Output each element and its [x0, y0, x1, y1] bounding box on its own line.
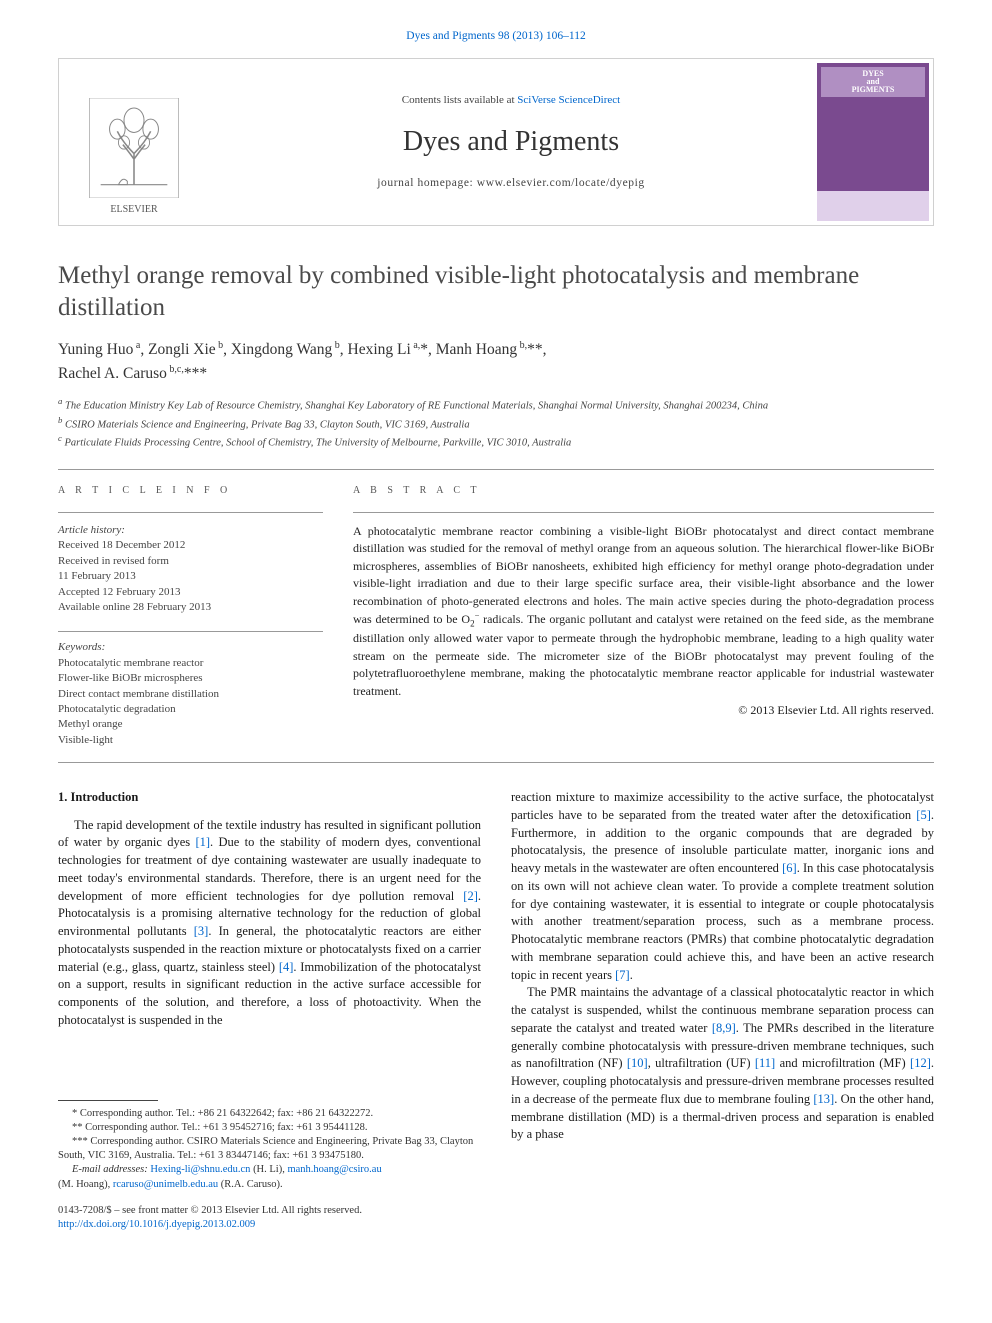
- journal-homepage-link[interactable]: www.elsevier.com/locate/dyepig: [477, 177, 645, 189]
- affiliation-c: c Particulate Fluids Processing Centre, …: [58, 432, 934, 451]
- cover-title: DYESandPIGMENTS: [821, 67, 925, 97]
- history-revised: Received in revised form: [58, 554, 323, 569]
- ref-link[interactable]: [12]: [910, 1056, 931, 1070]
- ref-link[interactable]: [13]: [813, 1092, 834, 1106]
- affiliation-a: a The Education Ministry Key Lab of Reso…: [58, 395, 934, 414]
- homepage-prefix: journal homepage:: [377, 177, 477, 189]
- author: Manh Hoang: [436, 341, 517, 358]
- history-label: Article history:: [58, 523, 323, 538]
- copyright-block: 0143-7208/$ – see front matter © 2013 El…: [58, 1204, 481, 1232]
- abstract-block: A B S T R A C T A photocatalytic membran…: [353, 484, 934, 748]
- journal-homepage: journal homepage: www.elsevier.com/locat…: [377, 175, 645, 191]
- article-info-heading: A R T I C L E I N F O: [58, 484, 323, 498]
- elsevier-tree-icon: [89, 98, 179, 198]
- ref-link[interactable]: [1]: [195, 835, 210, 849]
- keyword: Methyl orange: [58, 717, 323, 732]
- ref-link[interactable]: [7]: [615, 968, 630, 982]
- affiliation-b: b CSIRO Materials Science and Engineerin…: [58, 414, 934, 433]
- ref-link[interactable]: [5]: [916, 808, 931, 822]
- corresp-footnote-3: *** Corresponding author. CSIRO Material…: [58, 1135, 481, 1163]
- author: Yuning Huo: [58, 341, 133, 358]
- author: Zongli Xie: [148, 341, 216, 358]
- affil-mark: b,: [517, 340, 527, 351]
- journal-header-banner: ELSEVIER Contents lists available at Sci…: [58, 58, 934, 226]
- banner-center: Contents lists available at SciVerse Sci…: [209, 59, 813, 225]
- journal-citation[interactable]: Dyes and Pigments 98 (2013) 106–112: [406, 30, 585, 42]
- divider: [58, 631, 323, 632]
- keyword: Direct contact membrane distillation: [58, 687, 323, 702]
- ref-link[interactable]: [8,9]: [712, 1021, 736, 1035]
- keyword: Visible-light: [58, 733, 323, 748]
- issn-copyright: 0143-7208/$ – see front matter © 2013 El…: [58, 1204, 481, 1218]
- ref-link[interactable]: [4]: [279, 960, 294, 974]
- author: Hexing Li: [348, 341, 411, 358]
- affiliations: a The Education Ministry Key Lab of Reso…: [58, 395, 934, 451]
- intro-paragraph-2b: The PMR maintains the advantage of a cla…: [511, 984, 934, 1144]
- affil-mark: b,c,: [167, 364, 184, 375]
- affil-mark: b: [332, 340, 340, 351]
- article-info-block: A R T I C L E I N F O Article history: R…: [58, 484, 323, 748]
- ref-link[interactable]: [11]: [755, 1056, 775, 1070]
- divider: [58, 762, 934, 763]
- ref-link[interactable]: [6]: [782, 861, 797, 875]
- sciencedirect-link[interactable]: SciVerse ScienceDirect: [517, 94, 620, 106]
- intro-paragraph-1: The rapid development of the textile ind…: [58, 817, 481, 1030]
- journal-cover-thumbnail: DYESandPIGMENTS: [813, 59, 933, 225]
- footnotes-block: * Corresponding author. Tel.: +86 21 643…: [58, 1092, 481, 1232]
- contents-line: Contents lists available at SciVerse Sci…: [402, 93, 620, 108]
- keyword: Flower-like BiOBr microspheres: [58, 671, 323, 686]
- emails-label: E-mail addresses:: [72, 1164, 148, 1175]
- history-received: Received 18 December 2012: [58, 538, 323, 553]
- affil-mark: a: [133, 340, 140, 351]
- keyword: Photocatalytic membrane reactor: [58, 656, 323, 671]
- divider: [58, 512, 323, 513]
- intro-paragraph-2a: reaction mixture to maximize accessibili…: [511, 789, 934, 984]
- left-column: 1. Introduction The rapid development of…: [58, 789, 481, 1232]
- history-revised-date: 11 February 2013: [58, 569, 323, 584]
- journal-citation-link: Dyes and Pigments 98 (2013) 106–112: [0, 0, 992, 58]
- abstract-heading: A B S T R A C T: [353, 484, 934, 498]
- corresp-footnote-2: ** Corresponding author. Tel.: +61 3 954…: [58, 1121, 481, 1135]
- author: Xingdong Wang: [231, 341, 332, 358]
- right-column: reaction mixture to maximize accessibili…: [511, 789, 934, 1232]
- keywords-list: Photocatalytic membrane reactor Flower-l…: [58, 656, 323, 748]
- affil-mark: b: [216, 340, 224, 351]
- ref-link[interactable]: [10]: [627, 1056, 648, 1070]
- doi-link[interactable]: http://dx.doi.org/10.1016/j.dyepig.2013.…: [58, 1219, 255, 1230]
- journal-name: Dyes and Pigments: [403, 122, 619, 161]
- keywords-label: Keywords:: [58, 640, 323, 655]
- author-list: Yuning Huo a, Zongli Xie b, Xingdong Wan…: [58, 338, 934, 385]
- abstract-text: A photocatalytic membrane reactor combin…: [353, 523, 934, 700]
- ref-link[interactable]: [2]: [463, 889, 478, 903]
- corresp-footnote-1: * Corresponding author. Tel.: +86 21 643…: [58, 1107, 481, 1121]
- history-accepted: Accepted 12 February 2013: [58, 585, 323, 600]
- author: Rachel A. Caruso: [58, 365, 167, 382]
- email-link[interactable]: manh.hoang@csiro.au: [287, 1164, 381, 1175]
- article-title: Methyl orange removal by combined visibl…: [58, 260, 934, 324]
- divider: [353, 512, 934, 513]
- publisher-logo: ELSEVIER: [59, 59, 209, 225]
- keyword: Photocatalytic degradation: [58, 702, 323, 717]
- abstract-copyright: © 2013 Elsevier Ltd. All rights reserved…: [353, 702, 934, 719]
- affil-mark: a,: [411, 340, 420, 351]
- publisher-name: ELSEVIER: [89, 203, 179, 217]
- email-addresses: E-mail addresses: Hexing-li@shnu.edu.cn …: [58, 1163, 481, 1191]
- email-link[interactable]: rcaruso@unimelb.edu.au: [113, 1179, 218, 1190]
- history-online: Available online 28 February 2013: [58, 600, 323, 615]
- intro-heading: 1. Introduction: [58, 789, 481, 807]
- email-link[interactable]: Hexing-li@shnu.edu.cn: [150, 1164, 250, 1175]
- ref-link[interactable]: [3]: [194, 924, 209, 938]
- contents-prefix: Contents lists available at: [402, 94, 517, 106]
